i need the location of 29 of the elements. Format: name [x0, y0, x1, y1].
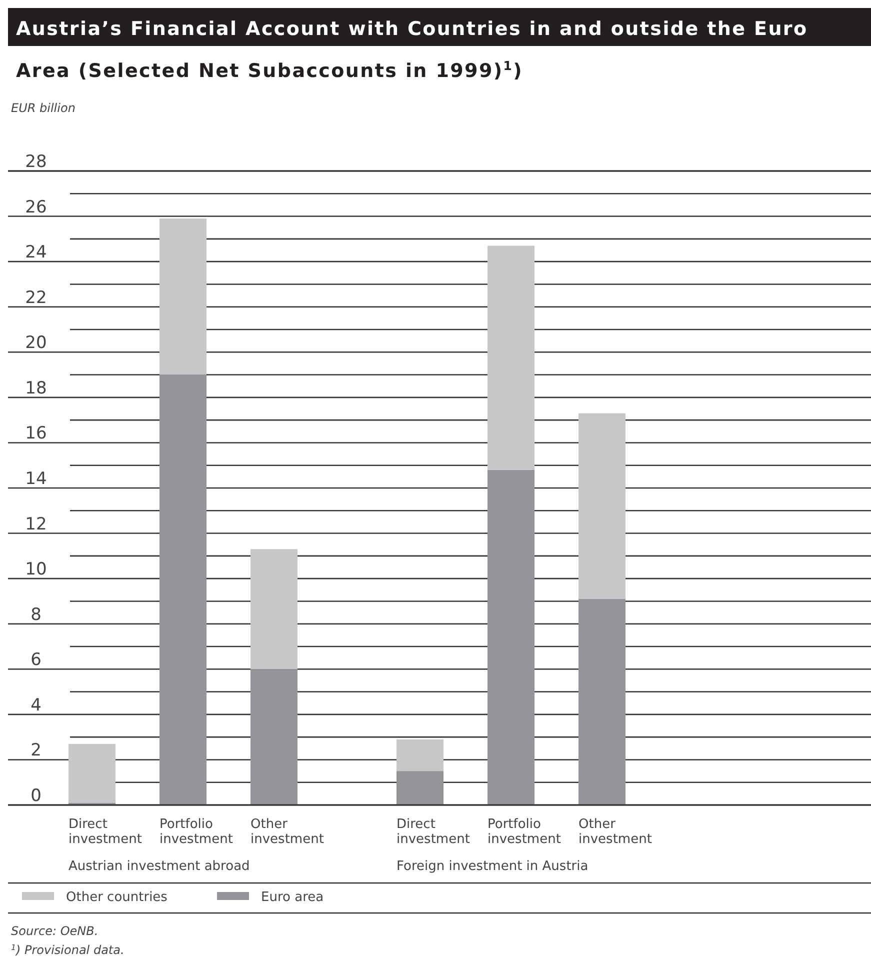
y-tick-label: 2: [30, 740, 42, 761]
text: Austrian investment abroad: [68, 859, 250, 874]
y-tick-label: 28: [25, 152, 47, 172]
y-tick-label: 6: [30, 650, 42, 670]
y-tick-label: 0: [30, 786, 42, 806]
x-tick-label: Direct investment: [68, 817, 142, 847]
legend-label: Euro area: [261, 890, 324, 905]
y-tick-label: 22: [25, 288, 47, 308]
source-note: Source: OeNB.: [11, 924, 98, 938]
x-tick-label: Direct investment: [396, 817, 470, 847]
y-tick-label: 18: [25, 378, 47, 398]
y-tick-label: 24: [25, 242, 47, 263]
y-tick-label: 14: [25, 469, 47, 489]
legend-label: Other countries: [66, 890, 168, 905]
y-tick-label: 26: [25, 197, 47, 218]
text: Foreign investment in Austria: [396, 859, 588, 874]
x-tick-label: Other investment: [250, 817, 324, 847]
x-tick-label: Portfolio investment: [488, 817, 561, 847]
y-tick-label: 16: [25, 424, 47, 444]
y-axis-title: EUR billion: [11, 101, 76, 115]
y-tick-label: 8: [30, 604, 42, 625]
x-tick-label: Portfolio investment: [160, 817, 233, 847]
x-tick-label: Other investment: [578, 817, 652, 847]
y-tick-label: 20: [25, 333, 47, 354]
y-tick-label: 4: [30, 695, 42, 716]
y-tick-label: 12: [25, 514, 47, 534]
text: $^{1}$) Provisional data.: [11, 942, 124, 957]
chart-title: Austria’s Financial Account with Countries in and outside the Euro Area (Selected Net Subaccounts in 1999)$^{1}$): [16, 18, 808, 82]
y-tick-label: 10: [25, 560, 47, 580]
